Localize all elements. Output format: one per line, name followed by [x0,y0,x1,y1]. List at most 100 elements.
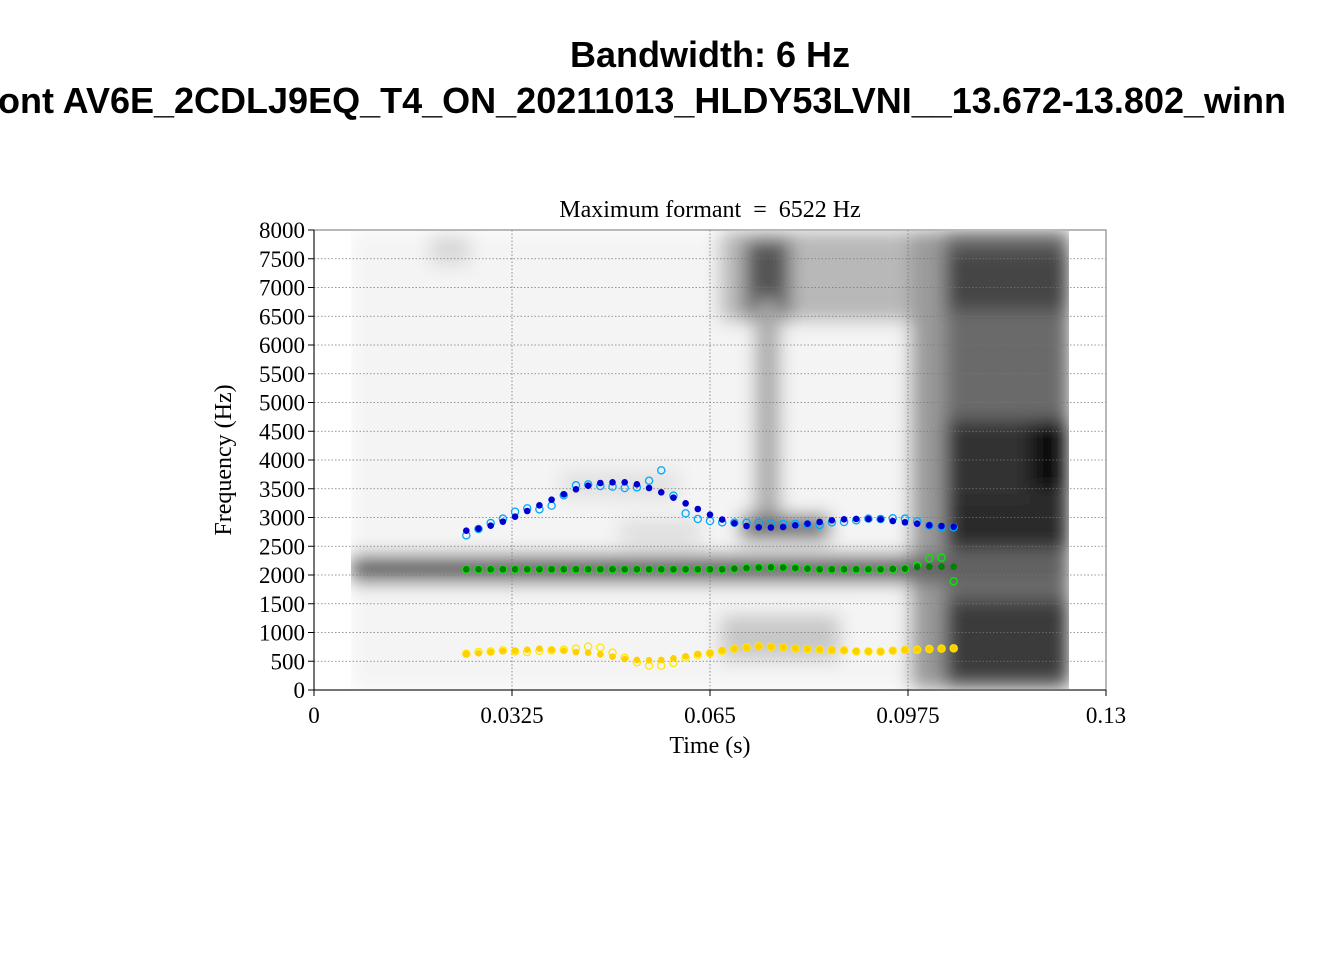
y-tick-label: 500 [271,649,306,674]
formant-point-f2-open [851,565,861,574]
formant-point-f2 [889,565,897,573]
y-tick-label: 4500 [259,419,305,444]
spectrogram-region [430,235,470,265]
formant-point-f3 [475,525,482,533]
formant-point-f3 [621,479,629,486]
formant-point-f2-open [876,565,885,574]
formant-point-f1-open [766,642,776,652]
chart-title-line2: ont AV6E_2CDLJ9EQ_T4_ON_20211013_HLDY53L… [0,80,1287,121]
formant-point-f3 [584,482,592,490]
spectrogram-region [755,300,780,540]
formant-point-f3-open [864,514,873,523]
formant-point-f1 [682,653,689,660]
formant-point-f3 [938,522,945,530]
formant-point-f1-open [462,649,471,659]
formant-point-f1 [633,656,641,664]
formant-point-f3 [731,520,738,527]
formant-point-f2-open [754,563,763,572]
formant-point-f3 [706,511,714,518]
formant-point-f2-open [620,565,629,574]
formant-point-f3-open [644,476,654,485]
formant-point-f1 [463,650,470,658]
formant-point-f2-open [535,565,544,574]
formant-point-f3 [950,523,957,530]
formant-point-f2 [840,565,848,573]
formant-point-f3 [926,522,933,529]
formant-point-f3-open [657,466,666,475]
formant-point-f3 [816,518,823,526]
formant-point-f2-open [778,563,788,572]
formant-point-f3 [718,516,726,523]
x-tick-label: 0.0325 [480,703,543,728]
formant-point-f2-open [644,565,654,574]
formant-point-f3 [767,524,775,531]
formant-point-f1 [816,646,823,653]
formant-point-f2-open [583,565,593,574]
formant-point-f1 [731,645,738,652]
formant-point-f2 [633,565,641,573]
formant-point-f1 [511,647,519,654]
y-tick-label: 5000 [259,391,305,416]
formant-point-f2 [548,565,555,573]
formant-point-f3 [791,522,799,529]
y-tick-label: 5500 [259,362,305,387]
formant-point-f2 [938,563,945,570]
formant-point-f2-open [669,565,678,574]
formant-point-f2-open [681,565,690,574]
x-tick-label: 0.0975 [876,703,939,728]
formant-point-f2 [767,563,775,571]
formant-point-f2 [694,565,702,573]
formant-point-f2 [487,565,494,573]
formant-point-f2 [621,565,629,573]
formant-point-f2 [743,564,750,572]
formant-point-f1-open [778,643,788,652]
formant-point-f3-open [681,509,690,518]
formant-point-f2-open [596,565,605,574]
formant-point-f1-open [839,646,849,655]
y-tick-label: 1500 [259,592,305,617]
y-tick-label: 0 [294,678,306,703]
formant-point-f2 [816,565,823,573]
formant-point-f2 [499,565,507,573]
formant-point-f1 [779,644,787,651]
y-tick-label: 3500 [259,477,305,502]
formant-point-f1 [487,648,494,656]
formant-point-f1 [755,643,763,650]
formant-point-f3 [523,507,531,515]
formant-point-f2 [731,565,738,572]
formant-point-f2-open [766,562,776,572]
formant-point-f2-open [547,565,556,574]
formant-point-f2-open [717,565,727,574]
formant-point-f2-open [693,565,703,574]
formant-point-f3 [633,481,641,488]
x-axis-label: Time (s) [669,733,750,759]
plot-title: Maximum formant = 6522 Hz [559,197,861,223]
formant-point-f2-open [657,565,666,574]
formant-point-f2-open [730,564,739,573]
formant-point-f3 [865,515,872,523]
spectrogram-region [945,600,1069,680]
formant-point-f2 [657,565,665,573]
formant-point-f2-open [462,565,471,574]
formant-point-f2 [682,565,689,573]
formant-point-f2 [865,565,872,573]
formant-point-f1 [657,656,665,664]
y-tick-label: 4000 [259,448,305,473]
formant-point-f3 [536,502,543,509]
formant-point-f2-open [632,565,642,574]
formant-point-f2-open [498,565,508,574]
formant-point-f2-open [937,553,946,562]
formant-point-f2 [523,565,531,573]
formant-point-f1 [609,653,616,660]
formant-point-f2-open [742,563,751,573]
formant-point-f2-open [474,565,483,574]
formant-point-f1-open [815,645,824,655]
formant-point-f3 [743,522,750,530]
formant-point-f3 [840,515,848,523]
formant-point-f3 [645,484,653,492]
formant-point-f2-open [571,565,581,574]
formant-point-f2 [718,565,726,573]
formant-point-f3 [682,500,689,507]
formant-point-f1 [523,646,531,653]
